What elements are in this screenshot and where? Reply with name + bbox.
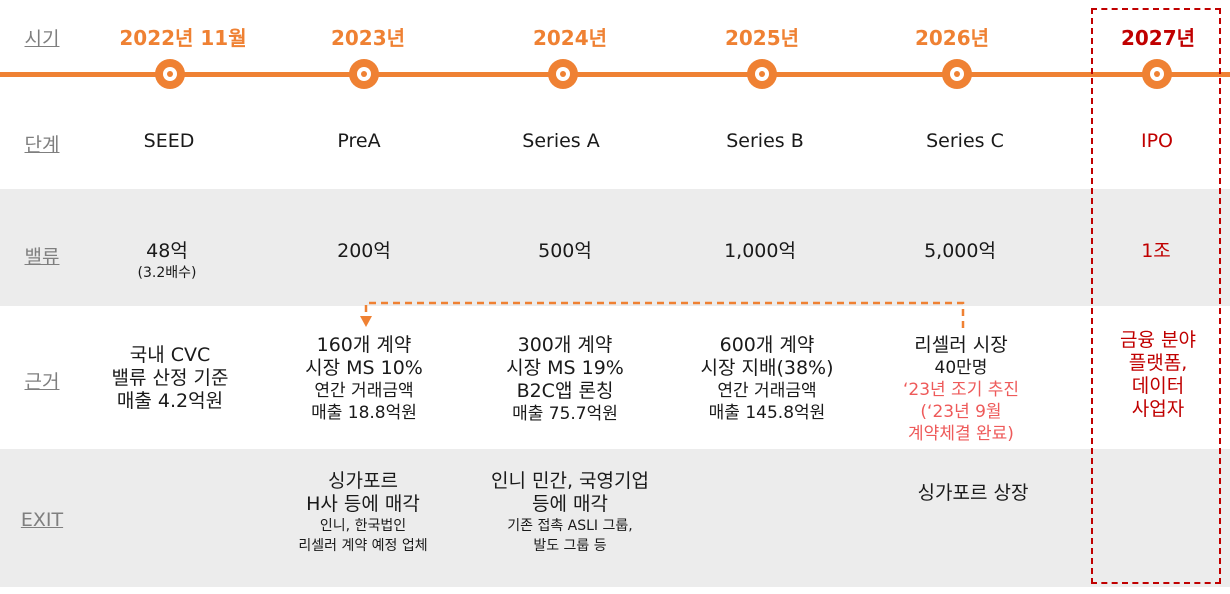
year-2025: 2025년 bbox=[724, 26, 800, 50]
exit-line: 인니 민간, 국영기업 bbox=[491, 470, 649, 492]
basis-line: 160개 계약 bbox=[316, 334, 412, 356]
timeline-line bbox=[0, 72, 1230, 77]
ipo-highlight-box bbox=[1091, 8, 1221, 584]
exit-line: 등에 매각 bbox=[532, 493, 608, 515]
valuation-seed: 48억 (3.2배수) bbox=[67, 240, 267, 283]
exit-sub-line: 인니, 한국법인 bbox=[319, 518, 407, 534]
exit-line: 싱가포르 bbox=[328, 470, 398, 492]
basis-note: 계약체결 완료) bbox=[908, 424, 1014, 444]
basis-line: 리셀러 시장 bbox=[914, 334, 1008, 356]
basis-line: 매출 145.8억원 bbox=[708, 403, 826, 423]
basis-line: B2C앱 론칭 bbox=[516, 380, 614, 402]
timeline-node-icon bbox=[155, 59, 185, 89]
basis-line: 매출 75.7억원 bbox=[512, 404, 618, 424]
valuation-ipo: 1조 bbox=[1141, 240, 1171, 262]
basis-line: 매출 18.8억원 bbox=[311, 403, 417, 423]
valuation-series-c: 5,000억 bbox=[924, 240, 996, 262]
stage-seed: SEED bbox=[143, 130, 195, 152]
basis-series-a: 300개 계약 시장 MS 19% B2C앱 론칭 매출 75.7억원 bbox=[465, 334, 665, 425]
basis-prea: 160개 계약 시장 MS 10% 연간 거래금액 매출 18.8억원 bbox=[264, 334, 464, 424]
row-label-period: 시기 bbox=[24, 28, 60, 50]
basis-line: 시장 지배(38%) bbox=[700, 357, 834, 379]
valuation-series-a: 500억 bbox=[538, 240, 592, 262]
basis-series-b: 600개 계약 시장 지배(38%) 연간 거래금액 매출 145.8억원 bbox=[667, 334, 867, 424]
row-label-exit: EXIT bbox=[20, 509, 64, 531]
year-2023: 2023년 bbox=[330, 26, 406, 50]
basis-series-c: 리셀러 시장 40만명 ‘23년 조기 추진 (‘23년 9월 계약체결 완료) bbox=[861, 334, 1061, 445]
row-label-basis: 근거 bbox=[24, 371, 60, 393]
basis-line: 사업자 bbox=[1131, 398, 1185, 420]
basis-line: 금융 분야 bbox=[1120, 329, 1196, 351]
exit-line: 싱가포르 상장 bbox=[917, 482, 1029, 504]
exit-prea: 싱가포르 H사 등에 매각 인니, 한국법인 리셀러 계약 예정 업체 bbox=[263, 470, 463, 556]
stage-series-c: Series C bbox=[926, 130, 1004, 152]
valuation-prea: 200억 bbox=[337, 240, 391, 262]
timeline-node-icon bbox=[747, 59, 777, 89]
basis-line: 300개 계약 bbox=[517, 334, 613, 356]
basis-line: 매출 4.2억원 bbox=[116, 390, 224, 412]
exit-line: H사 등에 매각 bbox=[306, 493, 420, 515]
stage-series-a: Series A bbox=[522, 130, 600, 152]
basis-ipo: 금융 분야 플랫폼, 데이터 사업자 bbox=[1058, 329, 1230, 421]
row-label-stage: 단계 bbox=[24, 134, 60, 156]
timeline-node-icon bbox=[349, 59, 379, 89]
timeline-node-icon bbox=[942, 59, 972, 89]
exit-sub-line: 리셀러 계약 예정 업체 bbox=[298, 538, 428, 554]
basis-line: 플랫폼, bbox=[1128, 352, 1188, 374]
exit-series-a: 인니 민간, 국영기업 등에 매각 기존 접촉 ASLI 그룹, 발도 그룹 등 bbox=[460, 470, 680, 556]
valuation-note: (3.2배수) bbox=[137, 265, 197, 281]
basis-line: 연간 거래금액 bbox=[717, 381, 817, 401]
basis-line: 시장 MS 19% bbox=[506, 357, 624, 379]
basis-note: (‘23년 9월 bbox=[920, 402, 1002, 422]
valuation-value: 48억 bbox=[146, 240, 188, 262]
timeline-node-icon bbox=[1142, 59, 1172, 89]
valuation-row-band bbox=[0, 189, 1230, 306]
exit-row-band bbox=[0, 449, 1230, 587]
basis-note: ‘23년 조기 추진 bbox=[902, 380, 1020, 400]
row-label-valuation: 밸류 bbox=[24, 246, 60, 268]
stage-ipo: IPO bbox=[1140, 130, 1174, 152]
basis-line: 국내 CVC bbox=[129, 344, 211, 366]
year-2024: 2024년 bbox=[532, 26, 608, 50]
exit-sub-line: 발도 그룹 등 bbox=[533, 538, 607, 554]
stage-series-b: Series B bbox=[726, 130, 804, 152]
basis-line: 600개 계약 bbox=[719, 334, 815, 356]
basis-seed: 국내 CVC 밸류 산정 기준 매출 4.2억원 bbox=[70, 344, 270, 413]
year-2022: 2022년 11월 bbox=[119, 26, 247, 50]
basis-line: 40만명 bbox=[934, 358, 988, 378]
timeline-node-icon bbox=[548, 59, 578, 89]
basis-line: 시장 MS 10% bbox=[305, 357, 423, 379]
valuation-series-b: 1,000억 bbox=[724, 240, 796, 262]
basis-line: 밸류 산정 기준 bbox=[111, 367, 229, 389]
exit-series-c: 싱가포르 상장 bbox=[873, 482, 1073, 505]
basis-line: 연간 거래금액 bbox=[314, 381, 414, 401]
exit-sub-line: 기존 접촉 ASLI 그룹, bbox=[507, 518, 633, 534]
stage-prea: PreA bbox=[337, 130, 381, 152]
year-2026: 2026년 bbox=[914, 26, 990, 50]
basis-line: 데이터 bbox=[1131, 375, 1185, 397]
year-2027: 2027년 bbox=[1120, 26, 1196, 50]
